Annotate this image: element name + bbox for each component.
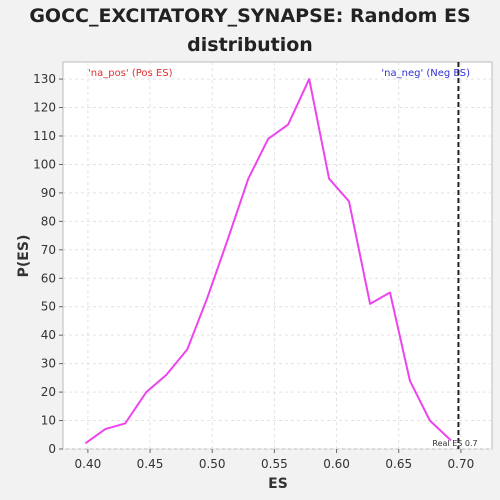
y-tick-label: 110 [33,129,56,143]
y-tick-label: 80 [41,214,56,228]
chart-title-line2: distribution [187,34,313,56]
plot-area [62,61,493,450]
x-tick-label: 0.45 [137,457,164,471]
y-axis-title: P(ES) [16,235,32,278]
y-tick-label: 120 [33,101,56,115]
x-tick-label: 0.65 [385,457,412,471]
x-tick-label: 0.50 [199,457,226,471]
x-axis-title: ES [268,476,288,492]
y-tick-label: 10 [41,414,56,428]
x-tick-label: 0.70 [448,457,475,471]
y-tick-label: 50 [41,300,56,314]
real-es-label: Real ES 0.7 [432,439,477,448]
chart-title: GOCC_EXCITATORY_SYNAPSE: Random ES distr… [0,2,500,60]
axes: 0 10 20 30 40 50 60 70 80 90 100 110 120 130 0.40 0.45 0… [33,72,474,471]
series-layer: Real ES 0.7 [84,62,478,449]
y-tick-label: 20 [41,385,56,399]
neg-es-label: 'na_neg' (Neg ES) [381,68,470,79]
y-tick-label: 130 [33,72,56,86]
y-tick-label: 30 [41,357,56,371]
grid-lines [63,62,492,450]
y-tick-label: 100 [33,157,56,171]
y-tick-label: 70 [41,243,56,257]
x-tick-label: 0.60 [323,457,350,471]
x-tick-label: 0.55 [261,457,288,471]
chart-title-line1: GOCC_EXCITATORY_SYNAPSE: Random ES [29,5,471,27]
pos-es-label: 'na_pos' (Pos ES) [88,68,173,79]
y-tick-label: 40 [41,328,56,342]
y-tick-label: 0 [48,442,56,456]
x-tick-label: 0.40 [75,457,102,471]
y-tick-label: 60 [41,271,56,285]
y-tick-label: 90 [41,186,56,200]
